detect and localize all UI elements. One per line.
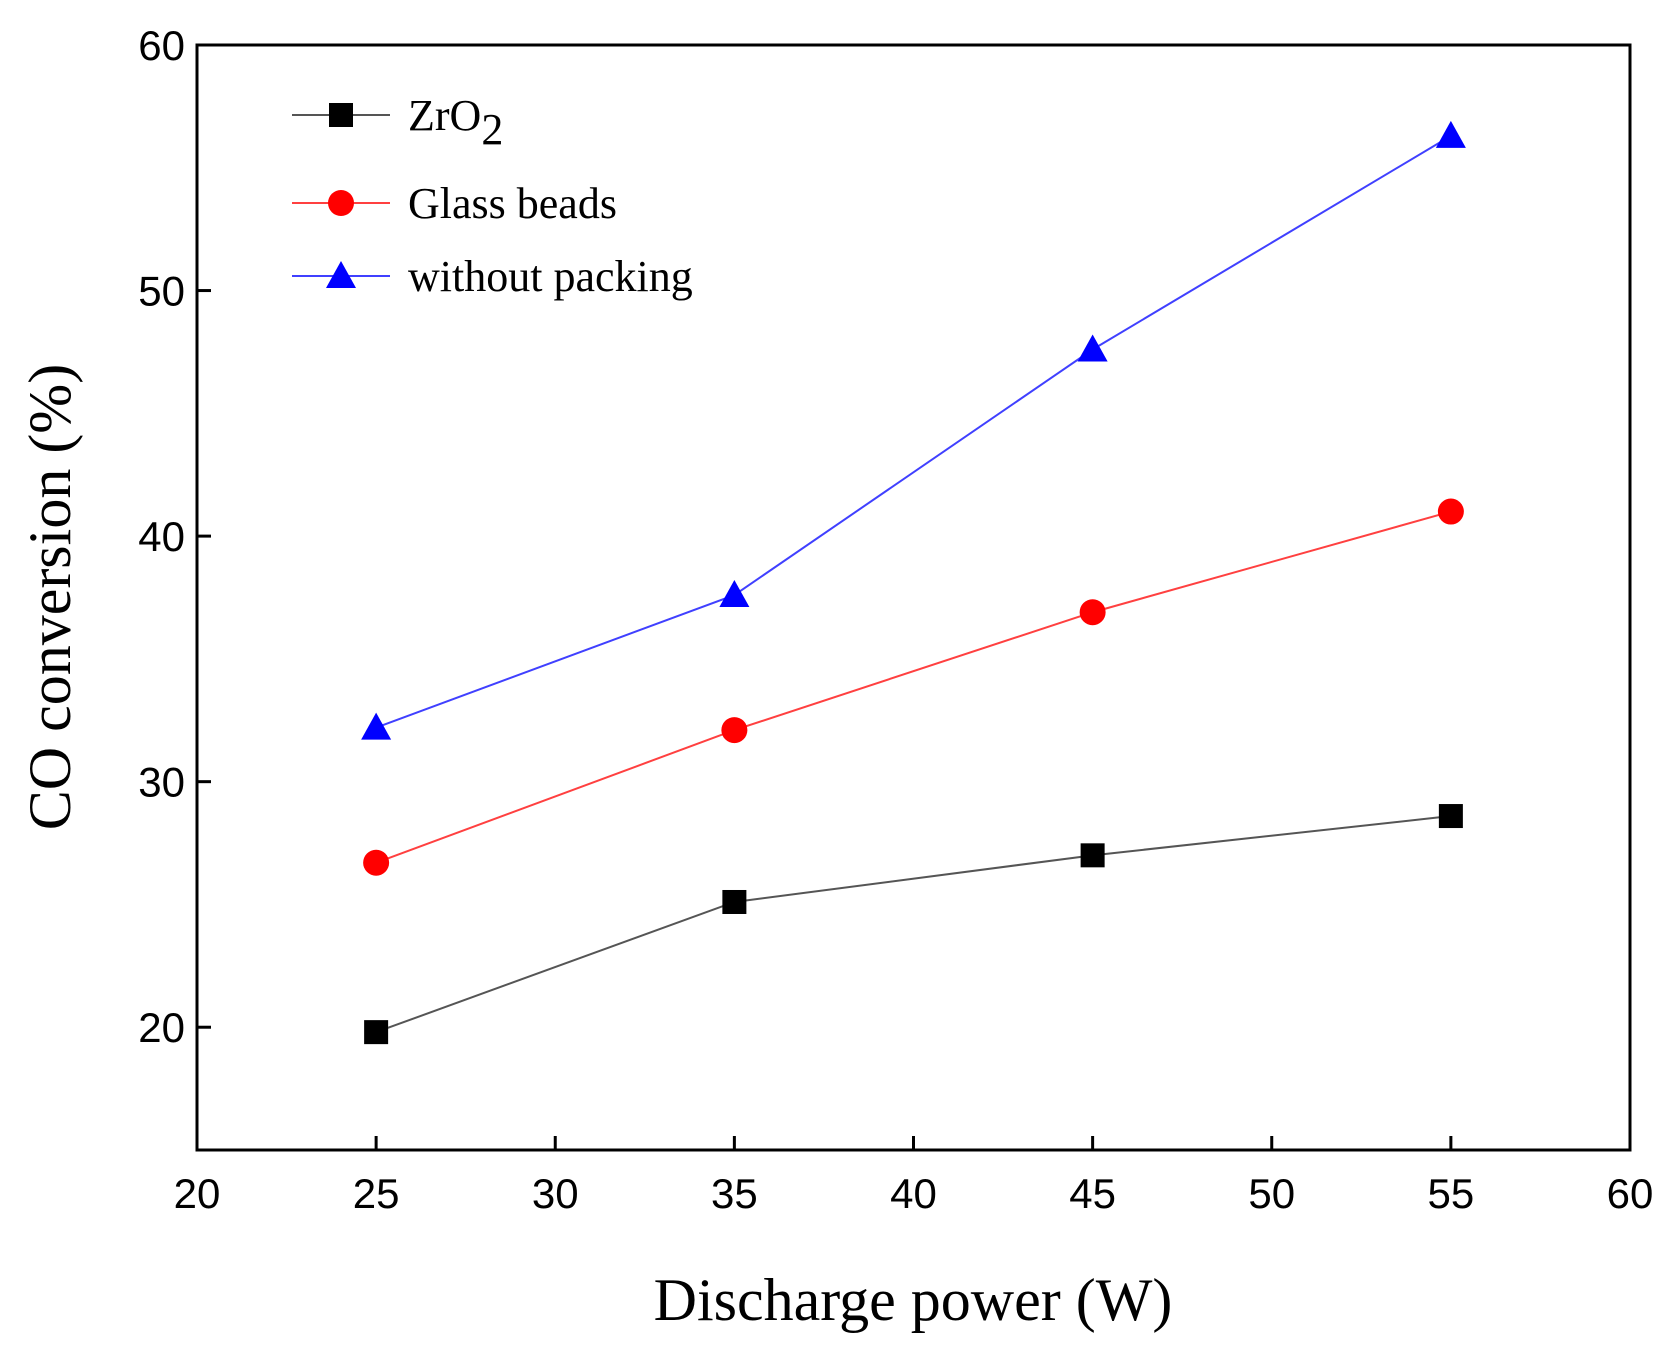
y-tick-label: 50: [138, 268, 185, 315]
x-tick-label: 25: [353, 1170, 400, 1217]
y-tick-label: 20: [138, 1004, 185, 1051]
data-point-without-packing: [1077, 334, 1108, 362]
x-axis-title: Discharge power (W): [654, 1267, 1173, 1333]
data-point-glass-beads: [363, 849, 390, 876]
legend-item-glass-beads: Glass beads: [292, 179, 617, 228]
y-axis-title: CO conversion (%): [17, 364, 83, 831]
data-point-glass-beads: [1079, 599, 1106, 626]
data-point-without-packing: [1435, 120, 1466, 148]
data-point-zro2: [1080, 843, 1105, 868]
x-tick-label: 55: [1428, 1170, 1475, 1217]
data-point-without-packing: [719, 580, 750, 608]
x-tick-label: 50: [1248, 1170, 1295, 1217]
y-tick-label: 40: [138, 513, 185, 560]
data-point-zro2: [364, 1020, 389, 1045]
x-tick-label: 45: [1069, 1170, 1116, 1217]
x-axis-ticks: 20 25 30 35 40 45 50 55 60: [174, 1136, 1654, 1217]
y-axis-ticks: 20 30 40 50 60: [138, 22, 211, 1051]
x-tick-label: 35: [711, 1170, 758, 1217]
series-glass-beads: [363, 498, 1464, 876]
x-tick-label: 60: [1607, 1170, 1654, 1217]
legend-item-zro2: ZrO2: [292, 91, 503, 154]
x-tick-label: 20: [174, 1170, 221, 1217]
legend-marker-glass-beads: [328, 190, 354, 216]
data-point-without-packing: [361, 712, 392, 740]
data-point-glass-beads: [721, 717, 748, 744]
data-point-zro2: [722, 889, 747, 914]
legend-item-without-packing: without packing: [292, 252, 693, 301]
data-point-zro2: [1438, 804, 1463, 829]
x-tick-label: 30: [532, 1170, 579, 1217]
data-point-glass-beads: [1437, 498, 1464, 525]
series-without-packing: [361, 120, 1466, 740]
legend-marker-zro2: [329, 103, 353, 127]
y-tick-label: 30: [138, 759, 185, 806]
series-line-without-packing: [375, 134, 1452, 729]
series-zro2: [364, 804, 1463, 1045]
y-tick-label: 60: [138, 22, 185, 69]
legend-marker-without-packing: [326, 261, 356, 288]
legend: ZrO2 Glass beads without packing: [292, 91, 693, 301]
series-line-glass-beads: [375, 510, 1452, 864]
legend-label: ZrO2: [408, 91, 503, 154]
x-tick-label: 40: [890, 1170, 937, 1217]
series-line-zro2: [375, 815, 1451, 1034]
series-layer: [361, 120, 1466, 1045]
legend-label: without packing: [408, 252, 693, 301]
legend-label: Glass beads: [408, 179, 617, 228]
